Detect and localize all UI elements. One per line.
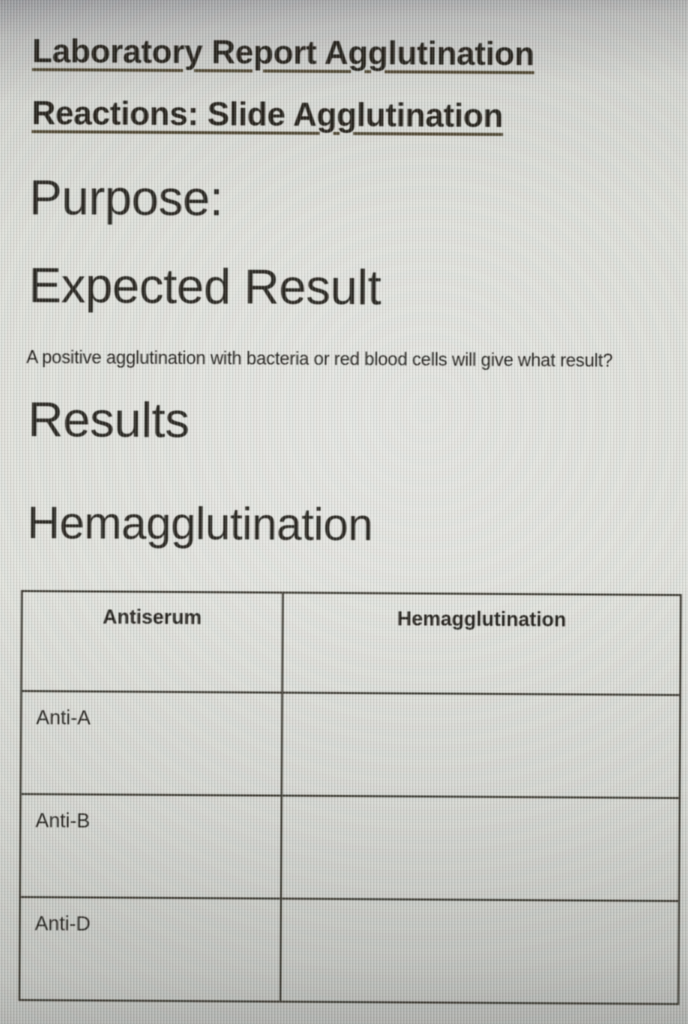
heading-hemagglutination: Hemagglutination bbox=[27, 497, 373, 551]
column-header-antiserum: Antiserum bbox=[21, 591, 283, 693]
table-header-row: Antiserum Hemagglutination bbox=[21, 591, 681, 696]
document-title-line-1: Laboratory Report Agglutination bbox=[32, 32, 535, 73]
column-header-hemagglutination: Hemagglutination bbox=[282, 592, 681, 696]
expected-result-question: A positive agglutination with bacteria o… bbox=[26, 347, 613, 371]
antiserum-cell-anti-b: Anti-B bbox=[20, 794, 282, 899]
hemagglutination-answer-cell-anti-b bbox=[281, 795, 680, 902]
antiserum-cell-anti-a: Anti-A bbox=[20, 691, 283, 796]
antiserum-cell-anti-d: Anti-D bbox=[19, 897, 282, 1002]
hemagglutination-answer-cell-anti-a bbox=[281, 692, 681, 799]
table-row: Anti-D bbox=[19, 897, 680, 1005]
document-title-line-2: Reactions: Slide Agglutination bbox=[31, 94, 504, 134]
hemagglutination-answer-cell-anti-d bbox=[280, 898, 680, 1005]
table-row: Anti-A bbox=[20, 691, 681, 799]
results-table: Antiserum Hemagglutination Anti-A Anti-B… bbox=[18, 590, 681, 1005]
table-row: Anti-B bbox=[20, 794, 680, 902]
heading-expected-result: Expected Result bbox=[28, 259, 382, 316]
document-title: Laboratory Report Agglutination Reaction… bbox=[32, 20, 535, 147]
heading-purpose: Purpose: bbox=[29, 171, 224, 227]
heading-results: Results bbox=[27, 393, 190, 449]
